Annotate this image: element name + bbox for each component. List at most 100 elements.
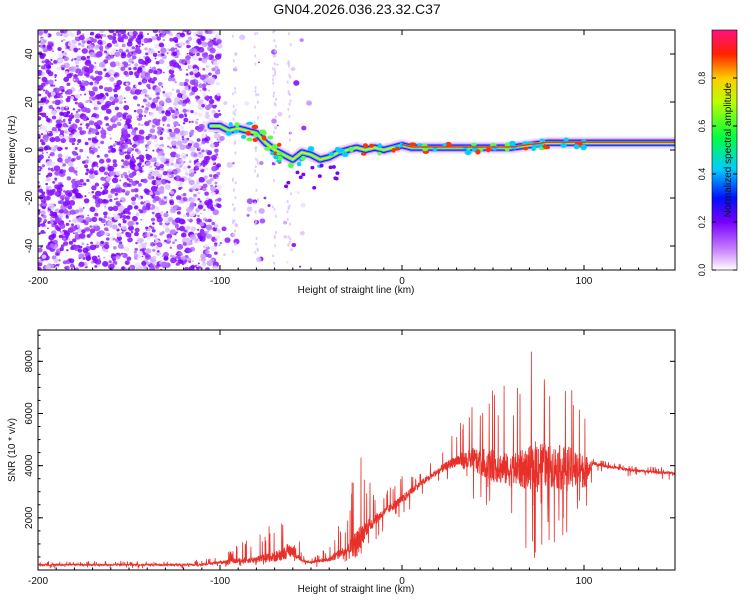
spectrogram-noise-cell: [81, 40, 86, 44]
spectrogram-noise-cell: [185, 172, 189, 176]
spectrogram-ridge-blob: [312, 185, 317, 190]
spectrogram-noise-cell: [186, 44, 191, 49]
spectrogram-noise-cell: [204, 200, 210, 206]
spectrogram-noise-cell: [77, 102, 84, 108]
spectrogram-noise-cell: [205, 224, 213, 231]
spectrogram-noise-cell: [166, 30, 171, 34]
spectrogram-noise-cell: [204, 104, 211, 111]
snr-x-tick-label: -100: [210, 576, 230, 587]
spectrogram-noise-cell: [174, 163, 178, 166]
spectrogram-noise-cell: [119, 199, 123, 203]
spectrogram-noise-cell: [62, 163, 66, 167]
spectrogram-noise-cell: [61, 67, 65, 71]
spectrogram-noise-cell: [139, 209, 144, 214]
spectrogram-noise-cell: [122, 131, 128, 137]
spectrogram-noise-cell: [90, 128, 97, 134]
spectrogram-noise-cell: [42, 214, 47, 219]
spectrogram-noise-cell: [116, 141, 121, 146]
spectrogram-noise-cell: [119, 119, 122, 122]
spectrogram-noise-cell: [156, 242, 163, 248]
spectrogram-noise-cell: [183, 160, 186, 164]
spectrogram-noise-cell: [153, 70, 158, 75]
spectrogram-noise-cell: [67, 205, 73, 210]
spectrogram-noise-cell: [111, 39, 118, 45]
spectrogram-noise-cell: [41, 60, 45, 64]
spectrogram-noise-cell: [82, 247, 89, 254]
spectrogram-noise-cell: [107, 164, 110, 167]
spectrogram-noise-cell: [147, 85, 151, 89]
spectrogram-noise-cell: [190, 110, 194, 114]
spectrogram-noise-cell: [109, 182, 111, 185]
spectrogram-noise-cell: [142, 205, 148, 211]
colorbar-tick-label: 0.8: [697, 72, 707, 85]
spectrogram-noise-cell: [287, 64, 290, 68]
spectrogram-noise-cell: [127, 63, 131, 67]
spectrogram-noise-cell: [107, 216, 110, 219]
spectrogram-noise-cell: [296, 191, 300, 195]
spectrogram-noise-cell: [51, 211, 58, 217]
spectrogram-noise-cell: [168, 48, 171, 52]
spectrogram-noise-cell: [213, 60, 220, 66]
spectrogram-noise-cell: [141, 261, 147, 266]
spectrogram-ridge-blob: [328, 165, 333, 170]
spectrogram-noise-cell: [38, 130, 41, 134]
spectrogram-noise-cell: [272, 74, 275, 78]
spectrogram-noise-cell: [156, 36, 162, 41]
spectrogram-noise-cell: [97, 70, 103, 76]
spectrogram-noise-cell: [152, 30, 159, 34]
spectrogram-noise-cell: [57, 53, 64, 59]
spectrogram-noise-cell: [82, 160, 86, 164]
spectrogram-noise-cell: [169, 246, 173, 249]
spectrogram-noise-cell: [76, 55, 83, 62]
spectrogram-noise-cell: [254, 62, 257, 66]
spectrogram-noise-cell: [176, 227, 180, 231]
spectrogram-noise-cell: [54, 184, 60, 190]
spectrogram-noise-cell: [57, 157, 63, 163]
spectrogram-noise-cell: [72, 188, 79, 195]
spectrogram-noise-cell: [153, 246, 156, 249]
spectrogram-noise-cell: [122, 214, 127, 219]
spectrogram-noise-cell: [231, 178, 234, 182]
spectrogram-noise-cell: [148, 119, 152, 123]
spectrogram-noise-cell: [197, 262, 200, 265]
spectrogram-noise-cell: [221, 226, 227, 232]
spectrogram-noise-cell: [149, 111, 155, 117]
spectrogram-noise-cell: [144, 59, 150, 65]
spectrogram-noise-cell: [178, 251, 183, 256]
spectrogram-noise-cell: [74, 101, 78, 105]
spectrogram-noise-cell: [187, 177, 191, 181]
spectrogram-noise-cell: [124, 100, 127, 103]
spectrogram-noise-cell: [210, 245, 217, 251]
spectrogram-noise-cell: [90, 193, 94, 197]
spectrogram-noise-cell: [77, 42, 82, 46]
spectrogram-noise-cell: [188, 160, 192, 164]
spectrogram-noise-cell: [128, 58, 134, 64]
spectrogram-ridge-blob: [335, 171, 340, 176]
spectrogram-noise-cell: [134, 262, 141, 268]
spectrogram-noise-cell: [167, 107, 171, 111]
spectrogram-noise-cell: [223, 253, 226, 257]
spectrogram-noise-cell: [289, 43, 292, 47]
spectrogram-noise-cell: [64, 230, 70, 236]
spectrogram-y-tick-label: -40: [24, 238, 35, 253]
spectrogram-noise-cell: [107, 194, 113, 199]
spectrogram-noise-cell: [291, 242, 297, 248]
spectrogram-noise-cell: [59, 184, 64, 188]
spectrogram-noise-cell: [256, 247, 259, 251]
spectrogram-noise-cell: [202, 67, 206, 71]
spectrogram-noise-cell: [159, 232, 163, 236]
spectrogram-noise-cell: [77, 248, 83, 253]
spectrogram-noise-cell: [66, 82, 71, 87]
spectrogram-ridge-blob: [300, 155, 306, 161]
spectrogram-noise-cell: [108, 35, 114, 41]
spectrogram-noise-cell: [224, 237, 231, 243]
spectrogram-noise-cell: [193, 153, 198, 157]
spectrogram-noise-cell: [283, 235, 287, 239]
spectrogram-noise-cell: [67, 161, 74, 167]
spectrogram-noise-cell: [187, 218, 191, 222]
spectrogram-noise-cell: [114, 106, 119, 111]
spectrogram-noise-cell: [167, 136, 171, 140]
spectrogram-noise-cell: [165, 97, 172, 104]
